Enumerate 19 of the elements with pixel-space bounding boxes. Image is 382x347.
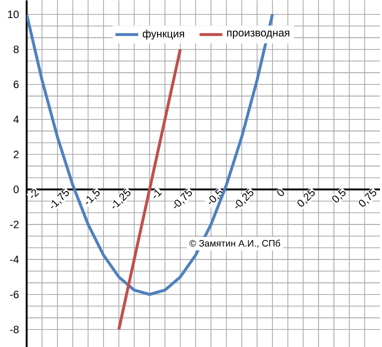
x-tick-label: 0 bbox=[277, 189, 284, 196]
legend-label: производная bbox=[227, 30, 290, 39]
y-tick-label: 4 bbox=[13, 116, 19, 124]
y-tick-label: 10 bbox=[8, 10, 19, 18]
y-tick-label: 8 bbox=[14, 46, 19, 54]
x-tick-label: -1 bbox=[154, 190, 162, 198]
legend-label: функция bbox=[142, 30, 184, 40]
annotation: © Замятин А.И., СПб bbox=[190, 240, 280, 248]
y-tick-label: -2 bbox=[10, 220, 19, 228]
x-tick-label: -1,5 bbox=[86, 188, 100, 204]
y-tick-label: 6 bbox=[14, 80, 19, 88]
x-tick-label: 0,25 bbox=[297, 188, 315, 207]
y-tick-label: -8 bbox=[10, 326, 19, 334]
y-tick-label: 2 bbox=[14, 150, 19, 158]
y-tick-label: -6 bbox=[10, 290, 19, 298]
x-tick-label: 0,5 bbox=[332, 188, 346, 202]
y-tick-label: -4 bbox=[10, 256, 19, 264]
x-tick-label: -2 bbox=[30, 189, 40, 198]
x-tick-label: 0,75 bbox=[358, 188, 376, 207]
